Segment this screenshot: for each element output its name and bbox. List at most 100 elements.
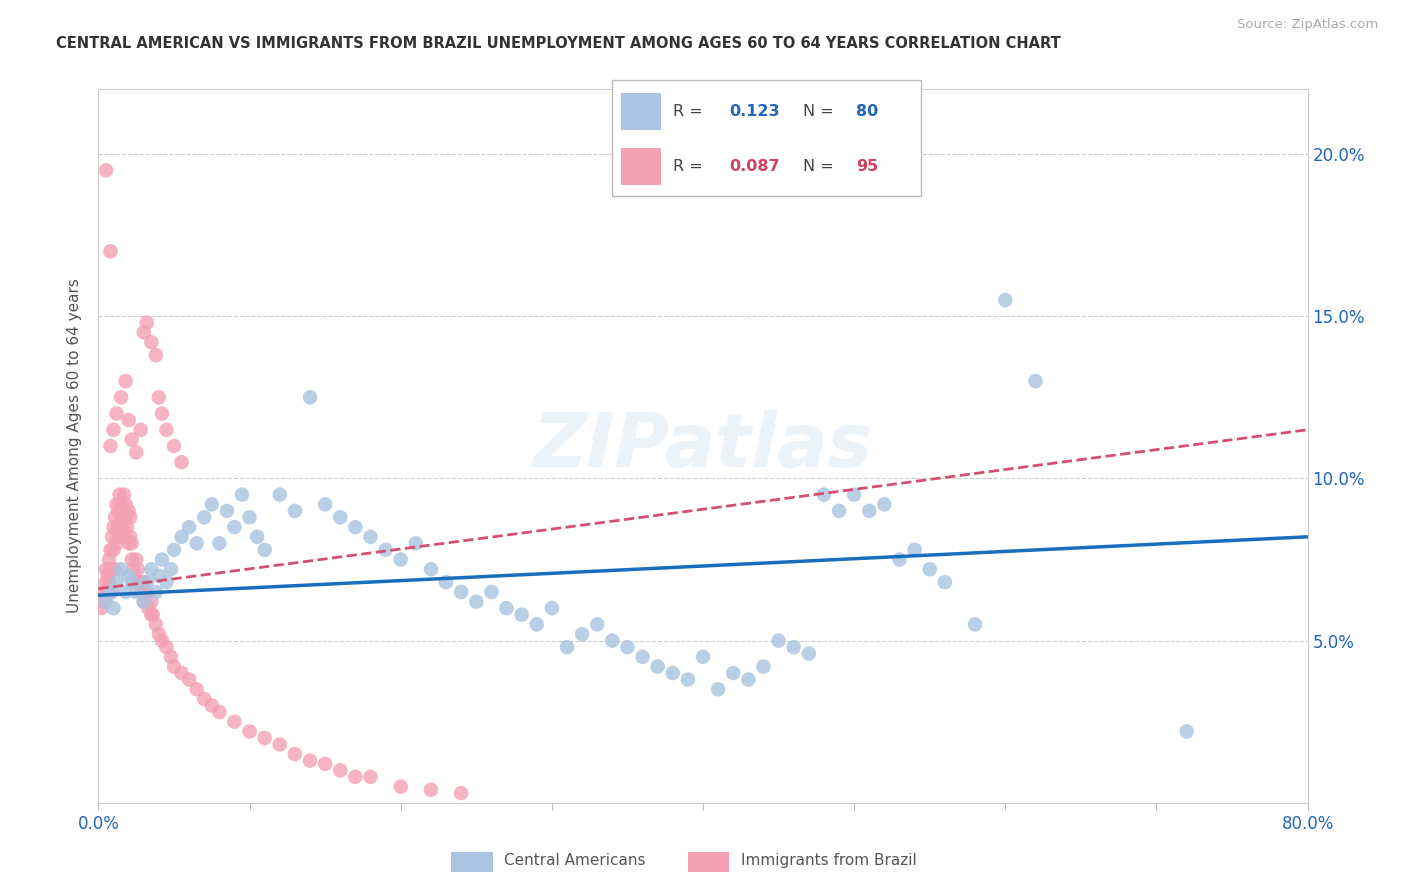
Point [186,682,208,697]
Point [100,244,122,259]
Text: Central Americans: Central Americans [505,854,645,868]
Point [828,504,851,518]
Point [246,530,269,544]
Point [110,510,132,524]
Text: R =: R = [673,159,709,174]
Point [148,627,170,641]
Point [269,738,291,752]
Point [707,682,730,697]
Point [284,747,307,761]
Point [224,714,246,729]
Point [253,731,276,745]
Text: Immigrants from Brazil: Immigrants from Brazil [741,854,917,868]
Point [186,536,208,550]
Point [299,390,322,404]
Point [179,673,201,687]
Point [314,497,336,511]
Text: R =: R = [673,104,709,120]
Point [434,575,457,590]
Point [360,770,382,784]
Point [148,568,170,582]
Point [329,510,352,524]
Point [797,647,820,661]
Point [129,585,152,599]
Point [121,536,143,550]
Point [299,754,322,768]
Text: 95: 95 [856,159,879,174]
Point [104,562,127,576]
Text: 0.123: 0.123 [730,104,780,120]
Point [163,659,186,673]
Point [96,585,118,599]
Point [155,423,177,437]
Point [120,530,142,544]
Point [555,640,578,654]
Point [389,780,412,794]
Point [125,552,148,566]
Point [107,504,129,518]
Point [94,575,117,590]
Point [1175,724,1198,739]
Point [108,488,131,502]
Point [450,585,472,599]
Point [360,530,382,544]
Point [208,705,231,719]
Point [132,575,155,590]
Point [150,633,173,648]
Point [100,562,122,576]
Point [481,585,503,599]
Point [125,445,148,459]
Point [526,617,548,632]
Point [170,455,193,469]
Point [224,520,246,534]
Text: 80: 80 [856,104,879,120]
Point [155,575,177,590]
Point [141,607,163,622]
Point [135,316,157,330]
Point [142,607,165,622]
Point [602,633,624,648]
Point [114,510,136,524]
Point [163,439,186,453]
FancyBboxPatch shape [612,80,921,196]
Point [121,552,143,566]
Point [114,497,136,511]
Point [160,562,183,576]
Point [103,520,125,534]
Point [231,488,253,502]
Point [148,390,170,404]
Point [934,575,956,590]
Point [405,536,427,550]
Point [586,617,609,632]
Point [141,595,163,609]
Point [179,520,201,534]
Point [145,348,167,362]
Point [450,786,472,800]
Point [105,407,128,421]
Point [150,407,173,421]
Point [118,568,141,582]
Point [108,530,131,544]
Point [112,530,135,544]
Point [768,633,790,648]
Point [253,542,276,557]
Point [96,568,118,582]
Point [420,562,443,576]
Point [813,488,835,502]
Point [344,770,367,784]
Point [239,724,262,739]
Point [111,520,134,534]
Point [110,390,132,404]
Point [118,413,141,427]
Point [201,497,224,511]
Point [374,542,396,557]
Point [129,423,152,437]
Point [904,542,927,557]
Point [284,504,307,518]
Point [98,575,121,590]
Point [465,595,488,609]
Point [105,575,128,590]
Point [344,520,367,534]
Point [193,692,215,706]
Point [111,504,134,518]
